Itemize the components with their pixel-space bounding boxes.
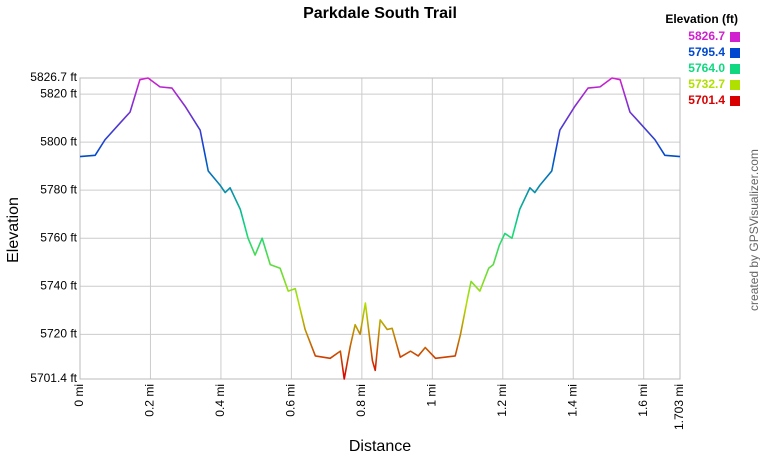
credit: created by GPSVisualizer.com: [747, 149, 760, 311]
legend-swatch: [730, 64, 740, 74]
plot-frame: [79, 77, 681, 380]
legend-swatch: [730, 48, 740, 58]
y-tick-label: 5820 ft: [40, 86, 77, 100]
legend-label: 5795.4: [688, 45, 725, 59]
legend-swatch: [730, 96, 740, 106]
legend-label: 5826.7: [688, 29, 725, 43]
legend-label: 5701.4: [688, 93, 725, 107]
legend-swatch: [730, 80, 740, 90]
y-tick-label: 5826.7 ft: [30, 70, 77, 84]
y-tick-label: 5701.4 ft: [30, 371, 77, 385]
elevation-line: [79, 77, 681, 380]
legend-label: 5764.0: [688, 61, 725, 75]
x-tick-label: 1.4 mi: [565, 384, 579, 417]
y-axis-label: Elevation: [5, 197, 22, 263]
x-tick-label: 1.6 mi: [636, 384, 650, 417]
x-tick-label: 0.6 mi: [284, 384, 298, 417]
x-tick-label: 0.2 mi: [143, 384, 157, 417]
x-tick-label: 1.2 mi: [495, 384, 509, 417]
y-tick-label: 5760 ft: [40, 230, 77, 244]
y-tick-label: 5800 ft: [40, 134, 77, 148]
legend-swatch: [730, 32, 740, 42]
x-tick-label: 1 mi: [424, 384, 438, 407]
legend-title: Elevation (ft): [665, 12, 738, 26]
x-tick-label: 0 mi: [72, 384, 86, 407]
x-tick-label: 0.8 mi: [354, 384, 368, 417]
y-tick-label: 5780 ft: [40, 182, 77, 196]
chart-title: Parkdale South Trail: [303, 5, 457, 22]
x-axis-label: Distance: [349, 438, 411, 455]
y-tick-label: 5720 ft: [40, 326, 77, 340]
x-tick-label: 1.703 mi: [672, 384, 686, 430]
x-tick-label: 0.4 mi: [213, 384, 227, 417]
legend-label: 5732.7: [688, 77, 725, 91]
y-tick-label: 5740 ft: [40, 278, 77, 292]
